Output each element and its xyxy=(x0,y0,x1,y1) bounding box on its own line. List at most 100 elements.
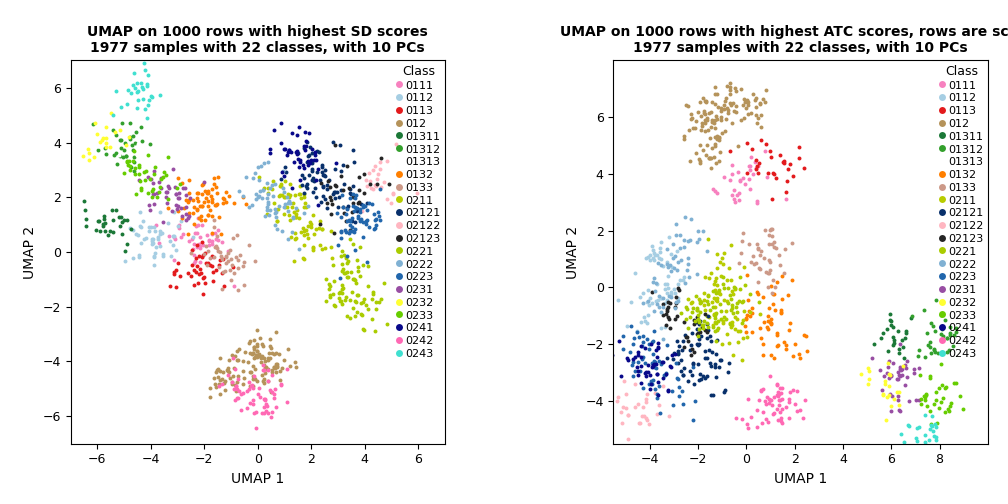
Point xyxy=(664,387,680,395)
Point xyxy=(111,151,127,159)
Point xyxy=(159,188,175,197)
Point xyxy=(142,140,158,148)
Point xyxy=(126,158,142,166)
Point xyxy=(650,401,666,409)
Point xyxy=(730,168,746,176)
Point xyxy=(201,189,217,197)
Point xyxy=(661,292,677,300)
Point xyxy=(292,156,308,164)
Point xyxy=(933,325,950,333)
Title: UMAP on 1000 rows with highest SD scores
1977 samples with 22 classes, with 10 P: UMAP on 1000 rows with highest SD scores… xyxy=(88,25,428,55)
Point xyxy=(883,371,899,380)
Point xyxy=(655,357,671,365)
Point xyxy=(711,136,727,144)
Point xyxy=(379,196,395,204)
Point xyxy=(683,298,700,306)
Point xyxy=(698,306,714,314)
Point xyxy=(781,414,797,422)
Point xyxy=(933,311,950,319)
Point xyxy=(120,161,136,169)
Point xyxy=(181,209,198,217)
Point xyxy=(739,311,755,320)
Point xyxy=(752,251,768,260)
Point xyxy=(635,289,651,297)
Point xyxy=(151,178,167,186)
Point xyxy=(98,150,114,158)
Point xyxy=(224,377,240,386)
Point xyxy=(336,251,352,259)
Point xyxy=(739,169,755,177)
Point xyxy=(702,274,718,282)
Point xyxy=(646,256,662,264)
Point xyxy=(640,361,656,369)
Point xyxy=(105,127,121,135)
Point xyxy=(305,156,322,164)
Point xyxy=(930,404,947,412)
Point xyxy=(349,257,365,265)
Point xyxy=(193,266,209,274)
Point xyxy=(102,227,118,235)
Point xyxy=(258,362,274,370)
Point xyxy=(367,216,383,224)
Point xyxy=(772,306,788,314)
Point xyxy=(210,365,226,373)
Point xyxy=(765,276,781,284)
Point xyxy=(254,370,270,379)
Point xyxy=(118,141,134,149)
Point xyxy=(925,345,941,353)
Point xyxy=(185,196,202,204)
Point xyxy=(727,107,743,115)
Point xyxy=(675,364,691,372)
Point xyxy=(643,359,659,367)
Point xyxy=(167,201,183,209)
Point xyxy=(711,133,727,141)
Point xyxy=(135,86,151,94)
Point xyxy=(288,132,304,140)
Point xyxy=(127,170,143,178)
Point xyxy=(334,267,350,275)
Point xyxy=(146,190,162,198)
Point xyxy=(356,189,372,197)
Point xyxy=(917,443,933,451)
Point xyxy=(295,226,311,234)
Point xyxy=(214,230,230,238)
Point xyxy=(660,284,676,292)
Point xyxy=(326,278,342,286)
Point xyxy=(791,406,807,414)
Point xyxy=(266,209,282,217)
Point xyxy=(118,152,134,160)
Point xyxy=(704,98,720,106)
Point xyxy=(641,380,657,388)
Point xyxy=(711,157,727,165)
Point xyxy=(893,430,909,438)
Point xyxy=(622,348,638,356)
Point xyxy=(688,325,705,333)
Point xyxy=(672,309,688,317)
Point xyxy=(689,303,706,311)
Point xyxy=(724,161,740,169)
Point xyxy=(263,344,279,352)
Point xyxy=(264,366,280,374)
Point xyxy=(288,148,304,156)
Point xyxy=(201,211,217,219)
Point xyxy=(278,151,294,159)
Point xyxy=(251,176,267,184)
Point xyxy=(921,372,937,380)
Point xyxy=(645,246,661,254)
Point xyxy=(740,424,756,432)
Point xyxy=(329,188,345,196)
Point xyxy=(273,119,289,127)
Point xyxy=(139,82,155,90)
Point xyxy=(767,283,783,291)
Point xyxy=(351,173,367,181)
Point xyxy=(96,212,112,220)
Point xyxy=(745,90,761,98)
Point xyxy=(249,377,265,385)
Point xyxy=(317,166,333,174)
Point xyxy=(372,185,388,193)
Point xyxy=(320,185,336,193)
Point xyxy=(709,132,725,140)
Point xyxy=(172,204,188,212)
Point xyxy=(267,179,283,187)
Point xyxy=(681,157,698,165)
